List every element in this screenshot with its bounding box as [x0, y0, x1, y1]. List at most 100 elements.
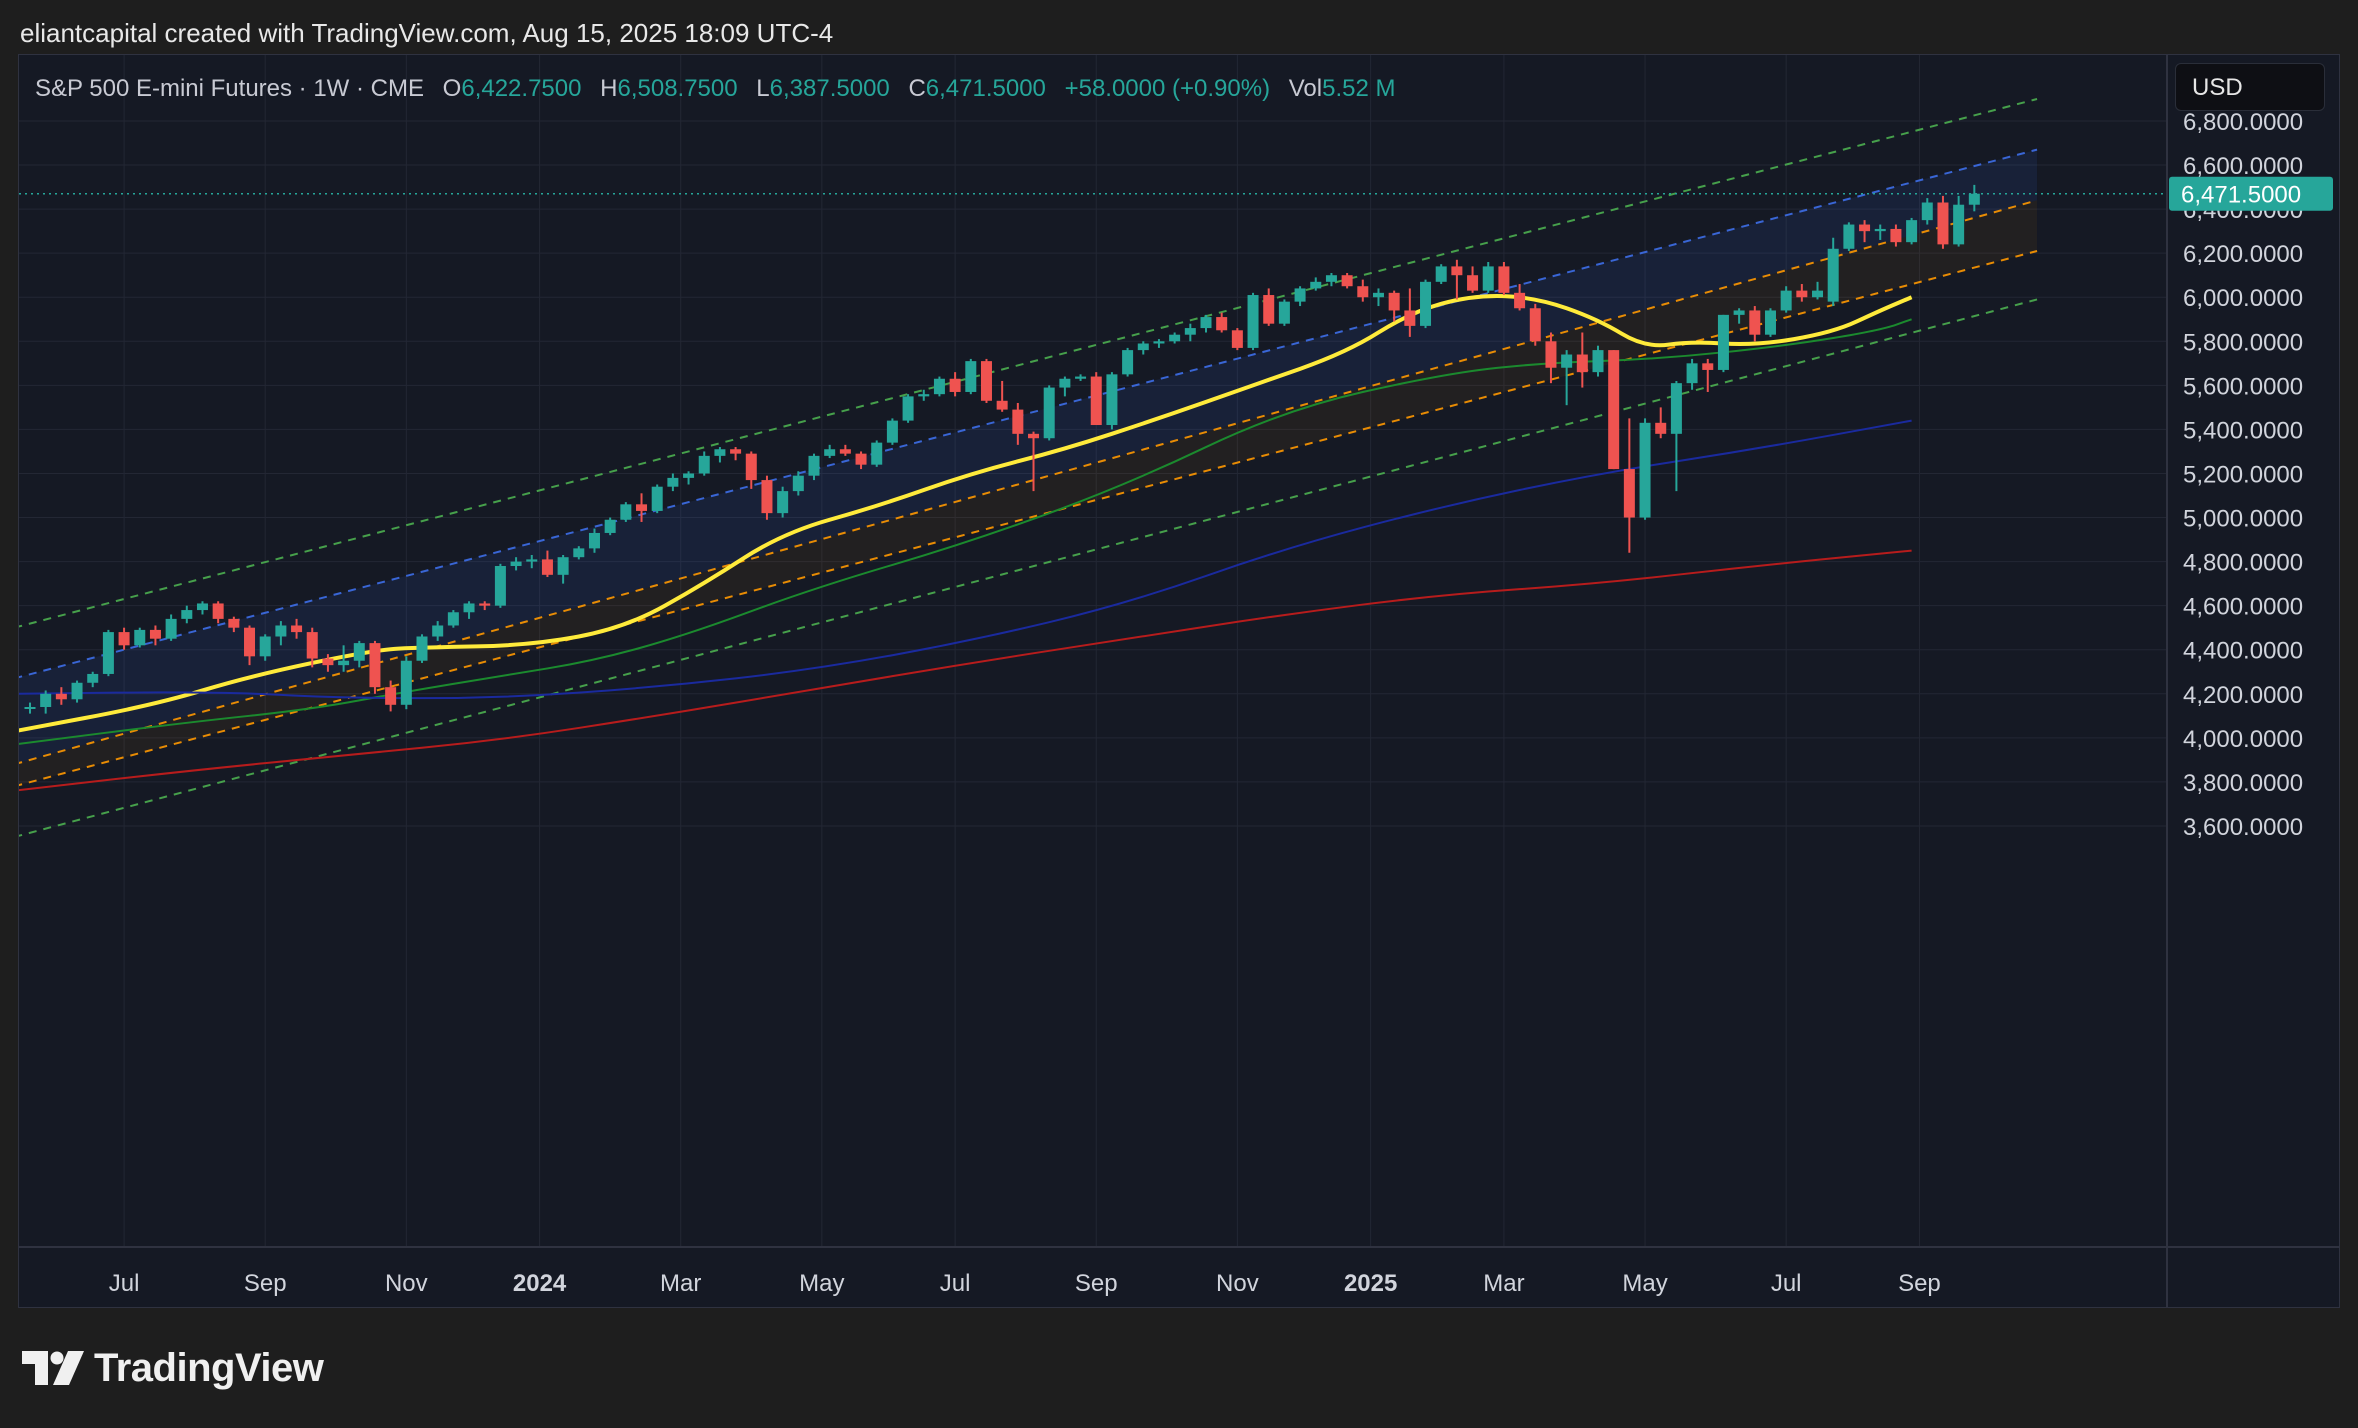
candle-body [291, 625, 303, 633]
candle-body [965, 361, 977, 392]
candle [651, 484, 663, 514]
candle-body [667, 477, 679, 487]
open-value: 6,422.7500 [461, 75, 582, 102]
candle-body [1388, 292, 1400, 311]
candle [1247, 292, 1259, 351]
candle-body [1498, 266, 1510, 293]
ma-line-ma200 [19, 549, 1912, 792]
candle-body [1294, 288, 1306, 302]
candle [667, 473, 679, 492]
high-label: H [600, 75, 618, 102]
candle [1843, 222, 1855, 251]
low-value: 6,387.5000 [769, 75, 890, 102]
candle-body [432, 625, 444, 637]
candle [965, 358, 977, 395]
candle-body [1184, 328, 1196, 335]
candle [1514, 284, 1526, 311]
candle [1733, 308, 1745, 324]
tradingview-logo[interactable]: TradingView [22, 1342, 324, 1394]
candle [306, 627, 318, 668]
candle-body [1247, 295, 1259, 348]
candle [1059, 376, 1071, 397]
time-tick-label: Jul [109, 1270, 140, 1297]
candle-body [71, 682, 83, 700]
candle-body [1090, 376, 1102, 426]
candle [228, 616, 240, 633]
candle-body [244, 627, 256, 657]
candle-body [149, 629, 161, 639]
moving-averages [19, 294, 1913, 792]
candle-body [714, 449, 726, 456]
candle-body [1702, 363, 1714, 370]
candle-body [557, 557, 569, 575]
candle-body [1153, 341, 1165, 344]
time-tick-label: Mar [1483, 1270, 1524, 1297]
candle [1090, 372, 1102, 426]
candle [1467, 266, 1479, 293]
price-tick-label: 5,800.0000 [2183, 329, 2303, 356]
candle-body [1733, 310, 1745, 315]
candle-body [730, 449, 742, 454]
candle [1576, 332, 1588, 388]
candle [949, 372, 961, 397]
candle [463, 601, 475, 619]
candle-body [24, 706, 36, 709]
candle-body [1059, 378, 1071, 388]
candle [1639, 418, 1651, 520]
candle [730, 447, 742, 461]
candle [55, 687, 67, 705]
candle [1263, 288, 1275, 326]
candle-body [604, 519, 616, 533]
candle [1623, 418, 1635, 553]
candle-body [1310, 281, 1322, 289]
candlestick-chart[interactable]: 6,800.00006,600.00006,400.00006,200.0000… [19, 55, 2340, 1308]
candle-body [259, 636, 271, 657]
candle [353, 640, 365, 668]
candle [102, 629, 114, 677]
candle [259, 634, 271, 661]
candle-body [871, 442, 883, 465]
time-tick-label: Sep [1898, 1270, 1941, 1297]
candle-body [1639, 422, 1651, 518]
time-axis[interactable]: Jul Sep Nov 2024 Mar May Jul Sep Nov 2025 Mar May Ju… [109, 1270, 1941, 1297]
price-tick-label: 4,600.0000 [2183, 594, 2303, 621]
time-tick-label: 2025 [1344, 1270, 1397, 1297]
grid-lines [19, 55, 2339, 1307]
candle [1122, 347, 1134, 377]
candle-body [1404, 310, 1416, 326]
candle [620, 502, 632, 522]
price-tick-label: 5,000.0000 [2183, 506, 2303, 533]
candle-body [1012, 409, 1024, 434]
candle-body [808, 455, 820, 476]
candle [1482, 261, 1494, 293]
candle [918, 389, 930, 401]
candle-body [980, 361, 992, 401]
candle [1874, 224, 1886, 240]
candle-body [1435, 266, 1447, 282]
price-axis[interactable]: 6,800.00006,600.00006,400.00006,200.0000… [2169, 109, 2333, 841]
candle-body [886, 420, 898, 443]
candle-body [636, 504, 648, 511]
candle [871, 440, 883, 467]
chart-area[interactable]: 6,800.00006,600.00006,400.00006,200.0000… [18, 54, 2340, 1308]
candle [1953, 195, 1965, 247]
candle [588, 528, 600, 553]
candle-body [1231, 330, 1243, 348]
candle [87, 671, 99, 688]
price-tick-label: 4,200.0000 [2183, 682, 2303, 709]
currency-button[interactable]: USD [2175, 63, 2325, 111]
candle [447, 610, 459, 628]
candle [980, 358, 992, 403]
candle [1153, 339, 1165, 348]
vol-label: Vol [1288, 75, 1323, 102]
candle [698, 451, 710, 476]
candle [244, 625, 256, 666]
candle-body [1467, 275, 1479, 291]
candle [1294, 286, 1306, 307]
vol-value: 5.52 M [1322, 75, 1396, 102]
candle [1670, 380, 1682, 492]
candle [1169, 332, 1181, 344]
price-tick-label: 5,400.0000 [2183, 417, 2303, 444]
candle [291, 618, 303, 639]
candle [1592, 345, 1604, 377]
